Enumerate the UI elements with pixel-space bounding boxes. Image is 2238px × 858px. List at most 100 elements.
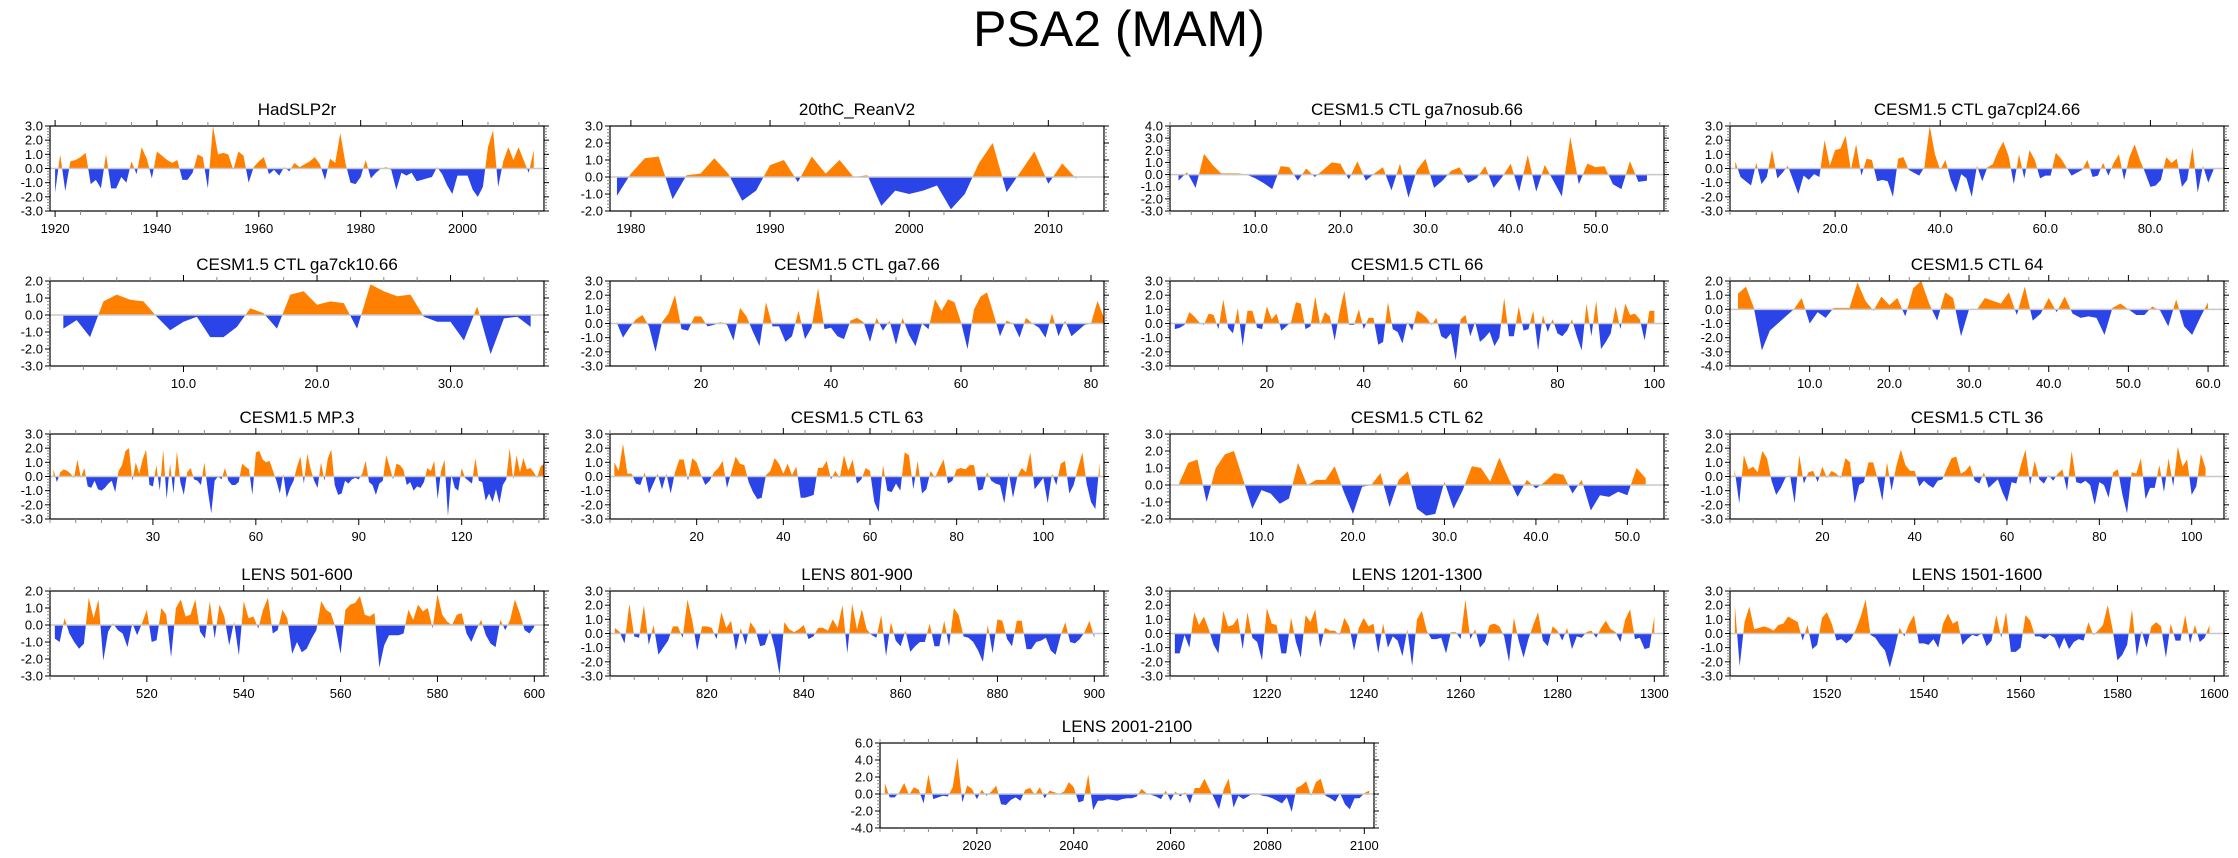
y-tick-label: -3.0 xyxy=(21,204,43,219)
y-tick-label: -3.0 xyxy=(1141,669,1163,684)
panel-title: CESM1.5 CTL ga7.66 xyxy=(774,255,940,274)
positive-area xyxy=(1179,451,1646,485)
x-tick-label: 50.0 xyxy=(1615,529,1640,544)
chart-svg: CESM1.5 CTL 36-3.0-2.0-1.00.01.02.03.020… xyxy=(1680,403,2238,549)
y-tick-label: 1.0 xyxy=(25,601,43,616)
series-group xyxy=(1179,137,1647,198)
y-tick-label: 2.0 xyxy=(25,133,43,148)
negative-area xyxy=(55,625,534,668)
y-tick-label: -3.0 xyxy=(581,669,603,684)
y-tick-label: 3.0 xyxy=(1145,584,1163,599)
x-tick-label: 30.0 xyxy=(438,376,463,391)
positive-area xyxy=(1185,137,1636,175)
panel-title: LENS 501-600 xyxy=(241,565,353,584)
chart-svg: CESM1.5 CTL ga7.66-3.0-2.0-1.00.01.02.03… xyxy=(560,250,1118,396)
y-tick-label: 2.0 xyxy=(585,441,603,456)
x-tick-label: 60.0 xyxy=(2033,221,2058,236)
panel-title: CESM1.5 MP.3 xyxy=(240,408,355,427)
x-tick-label: 2020 xyxy=(962,838,991,853)
x-tick-label: 80 xyxy=(949,529,963,544)
negative-area xyxy=(55,477,547,517)
y-tick-label: 0.0 xyxy=(25,161,43,176)
y-tick-label: -3.0 xyxy=(1141,359,1163,374)
positive-area xyxy=(629,143,1075,177)
positive-area xyxy=(1735,126,2204,169)
y-tick-label: 1.0 xyxy=(1145,302,1163,317)
positive-area xyxy=(1735,447,2206,477)
x-tick-label: 2040 xyxy=(1059,838,1088,853)
y-tick-label: 6.0 xyxy=(855,736,873,751)
panel-title: CESM1.5 CTL ga7nosub.66 xyxy=(1311,100,1523,119)
series-group xyxy=(55,126,534,197)
y-tick-label: 1.0 xyxy=(25,291,43,306)
x-tick-label: 80 xyxy=(1550,376,1564,391)
x-tick-label: 1940 xyxy=(142,221,171,236)
x-tick-label: 860 xyxy=(890,686,912,701)
y-tick-label: 1.0 xyxy=(1705,147,1723,162)
panel-title: LENS 2001-2100 xyxy=(1062,717,1192,736)
panel-title: LENS 801-900 xyxy=(801,565,913,584)
y-tick-label: -3.0 xyxy=(1701,669,1723,684)
y-tick-label: 2.0 xyxy=(1705,598,1723,613)
y-tick-label: 2.0 xyxy=(855,770,873,785)
y-tick-label: 0.0 xyxy=(1145,316,1163,331)
positive-area xyxy=(615,600,1093,634)
y-tick-label: -1.0 xyxy=(581,330,603,345)
y-tick-label: -2.0 xyxy=(1141,654,1163,669)
x-tick-label: 30.0 xyxy=(1956,376,1981,391)
x-tick-label: 40.0 xyxy=(1928,221,1953,236)
negative-area xyxy=(1737,634,2206,668)
x-tick-label: 1560 xyxy=(2006,686,2035,701)
negative-area xyxy=(1736,477,2198,514)
positive-area xyxy=(1735,600,2210,634)
y-tick-label: 3.0 xyxy=(1145,427,1163,442)
series-group xyxy=(615,599,1094,674)
negative-area xyxy=(1738,169,2214,197)
negative-area xyxy=(1754,309,2204,350)
y-tick-label: -3.0 xyxy=(1701,344,1723,359)
chart-svg: CESM1.5 CTL 66-3.0-2.0-1.00.01.02.03.020… xyxy=(1120,250,1678,396)
y-tick-label: 3.0 xyxy=(1145,274,1163,289)
chart-svg: LENS 1201-1300-3.0-2.0-1.00.01.02.03.012… xyxy=(1120,560,1678,706)
y-tick-label: 0.0 xyxy=(25,618,43,633)
y-tick-label: 4.0 xyxy=(1145,119,1163,134)
panel-title: 20thC_ReanV2 xyxy=(799,100,915,119)
chart-svg: CESM1.5 CTL ga7cpl24.66-3.0-2.0-1.00.01.… xyxy=(1680,95,2238,241)
x-tick-label: 2010 xyxy=(1034,221,1063,236)
x-tick-label: 1280 xyxy=(1543,686,1572,701)
y-tick-label: 2.0 xyxy=(585,598,603,613)
y-tick-label: 3.0 xyxy=(1705,427,1723,442)
y-tick-label: -1.0 xyxy=(1701,483,1723,498)
x-tick-label: 2100 xyxy=(1350,838,1379,853)
x-tick-label: 20.0 xyxy=(1822,221,1847,236)
x-tick-label: 40.0 xyxy=(1523,529,1548,544)
negative-area xyxy=(617,177,1076,209)
y-tick-label: 0.0 xyxy=(855,787,873,802)
positive-area xyxy=(53,448,545,476)
x-tick-label: 10.0 xyxy=(1249,529,1274,544)
y-tick-label: 3.0 xyxy=(585,119,603,134)
x-tick-label: 60 xyxy=(2000,529,2014,544)
series-group xyxy=(614,444,1099,512)
x-tick-label: 40 xyxy=(776,529,790,544)
y-tick-label: 0.0 xyxy=(1705,302,1723,317)
y-tick-label: 0.0 xyxy=(585,626,603,641)
y-tick-label: -4.0 xyxy=(851,821,873,836)
x-tick-label: 20.0 xyxy=(304,376,329,391)
y-tick-label: -2.0 xyxy=(1141,344,1163,359)
positive-area xyxy=(617,288,1118,323)
y-tick-label: -2.0 xyxy=(21,652,43,667)
panel-title: CESM1.5 CTL 64 xyxy=(1911,255,2044,274)
y-tick-label: 0.0 xyxy=(585,316,603,331)
x-tick-label: 1520 xyxy=(1812,686,1841,701)
